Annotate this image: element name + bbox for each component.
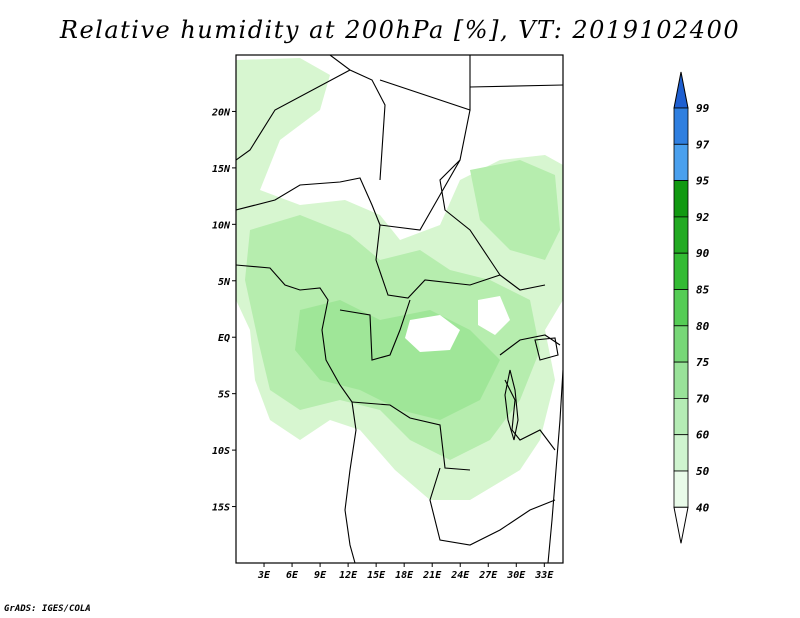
lon-tick-label: 15E <box>367 570 386 581</box>
coastline-east <box>547 369 563 563</box>
colorbar-level-label: 60 <box>696 429 710 442</box>
lat-tick-label: 20N <box>211 107 231 118</box>
border-11 <box>504 379 556 451</box>
colorbar-segment <box>673 252 689 290</box>
border-6 <box>236 69 351 161</box>
grads-credit: GrADS: IGES/COLA <box>4 604 91 614</box>
lon-tick-label: 9E <box>314 570 327 581</box>
colorbar-segment <box>673 361 689 399</box>
colorbar-level-label: 75 <box>696 356 710 369</box>
colorbar-level-label: 90 <box>696 247 710 260</box>
lat-tick-label: EQ <box>218 333 230 344</box>
colorbar-segment <box>673 107 689 145</box>
colorbar-segment <box>673 470 689 508</box>
colorbar: 99 97 95 92 90 85 80 75 70 60 50 40 <box>673 71 710 544</box>
latitude-axis: 20N 15N 10N 5N EQ 5S 10S 15S <box>211 107 236 514</box>
border-8 <box>351 401 471 471</box>
lat-tick-label: 10N <box>212 220 231 231</box>
colorbar-level-label: 95 <box>696 175 710 188</box>
border-2 <box>329 55 386 181</box>
lake-victoria <box>534 337 559 361</box>
border-12 <box>469 84 563 88</box>
border-10 <box>499 334 561 356</box>
colorbar-segment <box>673 143 689 182</box>
border-4 <box>379 109 471 231</box>
longitude-axis: 3E 6E 9E 12E 15E 18E 21E 24E 27E 30E 33E <box>257 563 554 581</box>
lake-tanganyika <box>504 369 519 441</box>
colorbar-top-arrow <box>673 71 689 109</box>
lon-tick-label: 24E <box>450 570 470 581</box>
colorbar-segment <box>673 325 689 363</box>
lat-tick-label: 5S <box>218 390 230 401</box>
lon-tick-label: 30E <box>506 570 526 581</box>
colorbar-level-label: 50 <box>696 465 710 478</box>
lat-tick-label: 15S <box>212 503 230 514</box>
colorbar-level-label: 70 <box>696 392 710 405</box>
colorbar-level-label: 85 <box>696 284 710 297</box>
humidity-patch-east <box>470 160 560 260</box>
colorbar-bottom-arrow <box>673 506 689 544</box>
colorbar-level-label: 97 <box>696 138 710 151</box>
colorbar-segment <box>673 397 689 436</box>
map-title: Relative humidity at 200hPa [%], VT: 201… <box>59 16 741 44</box>
lat-tick-label: 5N <box>218 277 231 288</box>
dry-hole <box>405 315 460 352</box>
lat-tick-label: 15N <box>212 164 231 175</box>
colorbar-level-label: 40 <box>696 501 710 514</box>
colorbar-segment <box>673 289 689 327</box>
colorbar-level-label: 92 <box>696 211 710 224</box>
lon-tick-label: 27E <box>478 570 498 581</box>
lon-tick-label: 18E <box>395 570 414 581</box>
map-frame <box>235 54 564 564</box>
borders <box>236 55 563 563</box>
border-1 <box>236 177 546 299</box>
border-3 <box>379 55 471 111</box>
border-5 <box>439 159 501 276</box>
dry-hole-2 <box>478 296 510 335</box>
lon-tick-label: 6E <box>286 570 299 581</box>
border-7 <box>339 299 411 361</box>
border-9 <box>429 467 556 546</box>
colorbar-level-label: 80 <box>696 320 710 333</box>
lat-tick-label: 10S <box>212 446 230 457</box>
humidity-field <box>236 58 563 500</box>
colorbar-level-label: 99 <box>696 102 710 115</box>
lon-tick-label: 3E <box>257 570 271 581</box>
colorbar-segment <box>673 434 689 472</box>
colorbar-segment <box>673 180 689 218</box>
coastline-west <box>236 264 357 563</box>
lon-tick-label: 33E <box>534 570 554 581</box>
lon-tick-label: 21E <box>422 570 442 581</box>
colorbar-segment <box>673 216 689 254</box>
lon-tick-label: 12E <box>339 570 358 581</box>
